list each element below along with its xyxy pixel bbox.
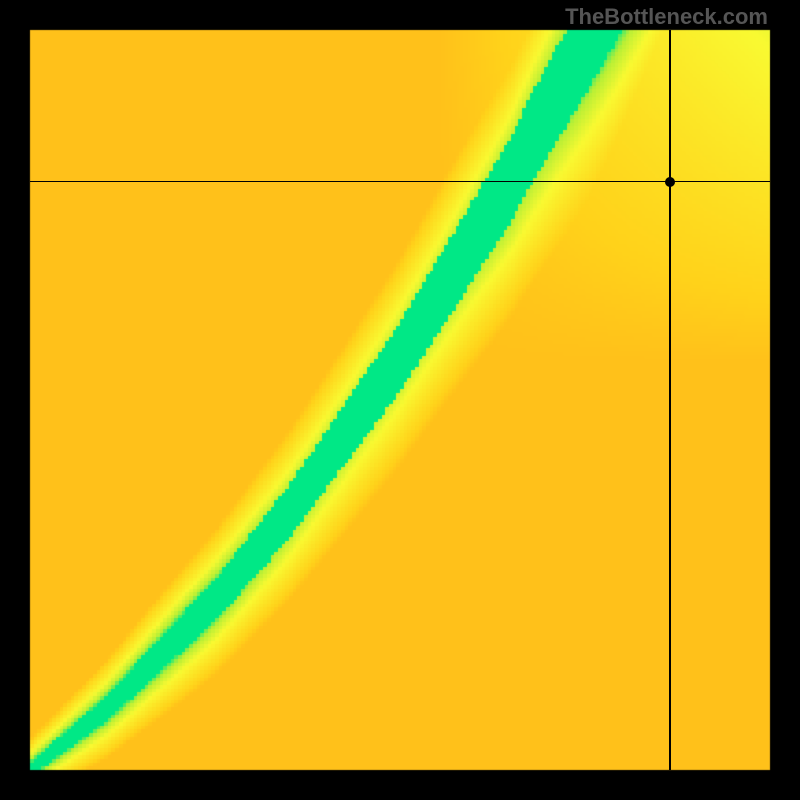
crosshair-horizontal [30, 181, 770, 183]
crosshair-vertical [669, 30, 671, 770]
heatmap-canvas [0, 0, 800, 800]
watermark-text: TheBottleneck.com [565, 4, 768, 30]
chart-container: TheBottleneck.com [0, 0, 800, 800]
crosshair-marker[interactable] [665, 177, 675, 187]
